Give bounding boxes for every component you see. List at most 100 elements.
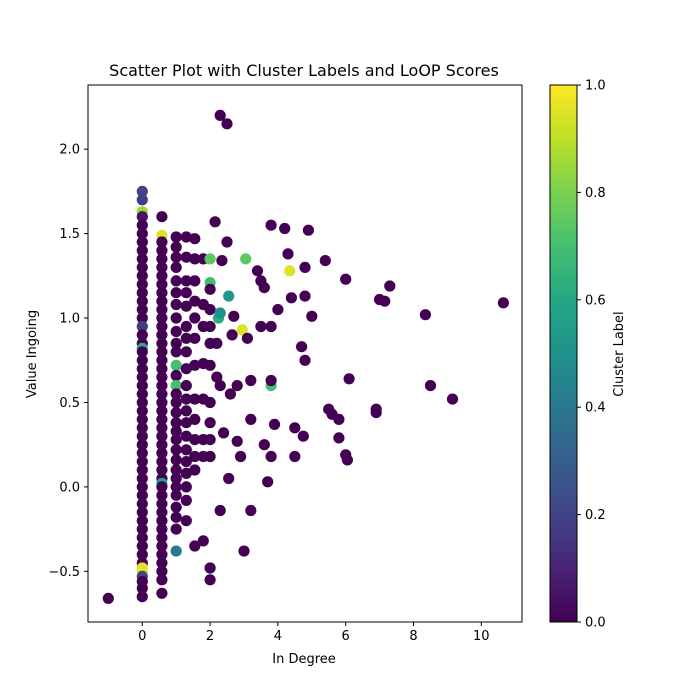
scatter-point — [156, 489, 168, 501]
scatter-point — [136, 582, 148, 594]
scatter-point — [170, 325, 182, 338]
scatter-point — [289, 422, 301, 434]
scatter-point — [156, 456, 168, 468]
y-tick-label: 0.5 — [59, 396, 80, 411]
scatter-point — [204, 417, 216, 429]
scatter-point — [136, 244, 148, 257]
y-axis-label: Value Ingoing — [25, 310, 40, 398]
scatter-point — [156, 278, 168, 290]
scatter-point — [156, 295, 168, 307]
scatter-point — [296, 341, 308, 353]
scatter-point — [265, 219, 277, 231]
scatter-point — [204, 359, 216, 371]
scatter-point — [204, 450, 216, 463]
scatter-point — [136, 320, 148, 333]
scatter-point — [204, 574, 216, 586]
scatter-point — [136, 380, 148, 392]
scatter-point — [156, 346, 168, 358]
scatter-point — [170, 298, 182, 311]
scatter-point — [136, 506, 148, 518]
scatter-point — [136, 540, 148, 552]
scatter-point — [306, 310, 318, 322]
scatter-point — [156, 236, 168, 248]
scatter-point — [156, 515, 168, 527]
scatter-point — [136, 472, 148, 485]
scatter-point — [189, 359, 201, 371]
scatter-point — [156, 388, 168, 400]
scatter-point — [156, 244, 168, 257]
scatter-point — [289, 450, 301, 463]
scatter-point — [156, 532, 168, 544]
scatter-point — [156, 447, 168, 459]
scatter-point — [180, 275, 192, 287]
scatter-point — [189, 464, 201, 476]
scatter-point — [180, 287, 192, 299]
scatter-point — [136, 236, 148, 248]
scatter-point — [156, 481, 168, 493]
scatter-point — [216, 255, 228, 267]
y-tick-label: 2.0 — [59, 143, 80, 158]
scatter-point — [170, 545, 182, 557]
scatter-point — [170, 241, 182, 253]
scatter-point — [214, 307, 226, 319]
scatter-point — [180, 300, 192, 312]
scatter-point — [333, 432, 345, 444]
scatter-point — [156, 329, 168, 341]
x-axis: 0 2 4 6 8 10 — [138, 622, 490, 644]
scatter-point — [170, 407, 182, 419]
scatter-point — [170, 444, 182, 456]
scatter-point — [136, 405, 148, 417]
scatter-point — [156, 211, 168, 223]
scatter-point — [214, 109, 226, 121]
scatter-point — [379, 295, 391, 307]
scatter-point — [279, 222, 291, 235]
colorbar-tick-label: 0.4 — [585, 401, 606, 416]
scatter-point — [180, 467, 192, 479]
scatter-point — [343, 373, 355, 385]
scatter-point — [180, 430, 192, 442]
scatter-point — [156, 261, 168, 273]
scatter-point — [156, 320, 168, 333]
colorbar-axis: 0.0 0.2 0.4 0.6 0.8 1.0 — [577, 79, 606, 631]
scatter-point — [136, 388, 148, 400]
scatter-point — [136, 439, 148, 451]
scatter-point — [204, 396, 216, 409]
scatter-point — [245, 504, 257, 517]
scatter-point — [170, 231, 182, 243]
scatter-point — [180, 346, 192, 358]
scatter-point — [136, 211, 148, 223]
scatter-point — [340, 273, 352, 285]
scatter-point — [136, 371, 148, 383]
scatter-point — [189, 413, 201, 425]
scatter-point — [136, 456, 148, 468]
scatter-point — [156, 557, 168, 569]
scatter-point — [170, 396, 182, 409]
scatter-point — [204, 253, 216, 265]
scatter-point — [136, 396, 148, 409]
scatter-point — [136, 532, 148, 544]
scatter-point — [189, 450, 201, 463]
scatter-point — [136, 591, 148, 603]
scatter-point — [136, 363, 148, 375]
scatter-point — [136, 430, 148, 442]
scatter-point — [156, 371, 168, 383]
scatter-point — [180, 251, 192, 263]
scatter-point — [302, 224, 314, 236]
scatter-point — [189, 312, 201, 324]
scatter-point — [258, 282, 270, 294]
scatter-point — [284, 265, 296, 277]
scatter-point — [235, 450, 247, 463]
scatter-point — [224, 388, 236, 400]
scatter-point — [102, 592, 114, 605]
scatter-point — [255, 320, 267, 333]
scatter-point — [299, 290, 311, 302]
scatter-point — [180, 417, 192, 429]
scatter-point — [170, 434, 182, 446]
scatter-point — [170, 337, 182, 349]
scatter-point — [189, 540, 201, 552]
scatter-point — [299, 354, 311, 366]
scatter-point — [228, 310, 240, 322]
scatter-point — [170, 346, 182, 358]
scatter-point — [384, 280, 396, 292]
